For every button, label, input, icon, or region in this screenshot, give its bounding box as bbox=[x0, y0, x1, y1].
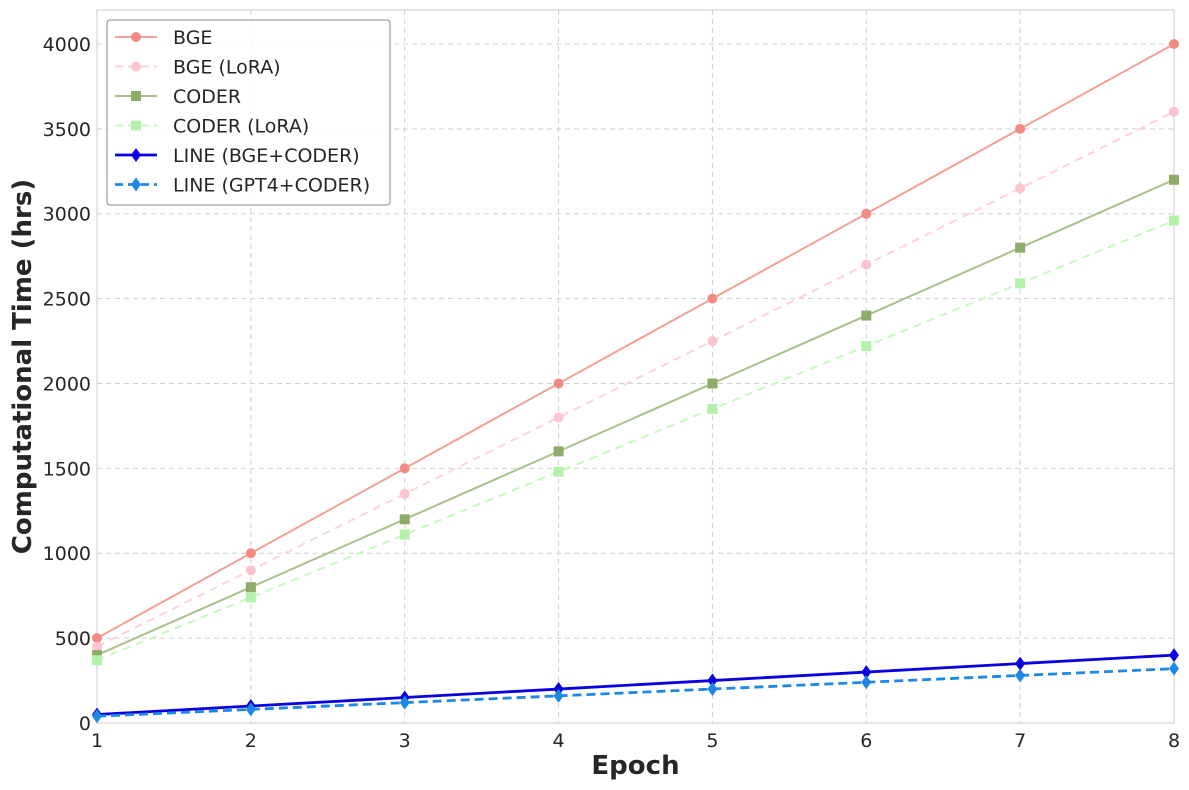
data-point bbox=[861, 341, 872, 352]
data-point bbox=[707, 293, 718, 304]
legend-entry: CODER bbox=[115, 86, 241, 108]
series-line bbox=[96, 653, 1175, 716]
legend-entry: BGE bbox=[115, 27, 212, 49]
tick-labels: 1 2 3 4 5 6 7 8 0 500 1000 1500 2000 2500 3000 3500 4000 bbox=[43, 34, 1180, 752]
series-line bbox=[96, 110, 1175, 648]
y-tick-label: 3500 bbox=[43, 119, 91, 141]
data-point bbox=[1169, 648, 1179, 663]
x-tick-label: 3 bbox=[399, 730, 411, 752]
x-tick-label: 7 bbox=[1014, 730, 1026, 752]
legend-entry: BGE (LoRA) bbox=[115, 57, 281, 79]
legend-swatch-marker bbox=[131, 148, 141, 162]
series-line bbox=[96, 178, 1175, 657]
data-point bbox=[861, 310, 872, 321]
data-point bbox=[553, 378, 564, 389]
data-point bbox=[245, 582, 256, 593]
data-point bbox=[861, 675, 872, 690]
legend-swatch-marker bbox=[131, 91, 141, 101]
data-point bbox=[553, 412, 564, 423]
series-line bbox=[96, 43, 1175, 639]
data-point bbox=[92, 633, 102, 644]
legend-swatch-marker bbox=[131, 120, 141, 131]
data-point bbox=[399, 514, 410, 525]
data-point bbox=[707, 403, 718, 414]
legend-entry: LINE (BGE+CODER) bbox=[115, 145, 360, 167]
legend-entry: CODER (LoRA) bbox=[115, 116, 309, 138]
data-point bbox=[861, 259, 872, 270]
data-point bbox=[245, 548, 256, 559]
legend-label: BGE bbox=[173, 27, 212, 49]
data-point bbox=[92, 650, 102, 661]
data-point bbox=[1015, 278, 1026, 289]
legend-label: LINE (BGE+CODER) bbox=[173, 145, 360, 167]
y-tick-label: 2500 bbox=[43, 289, 91, 311]
y-tick-label: 1500 bbox=[43, 458, 91, 480]
series-2 bbox=[92, 174, 1179, 661]
series-line bbox=[96, 667, 1175, 718]
x-axis-label: Epoch bbox=[591, 751, 679, 781]
x-tick-label: 6 bbox=[860, 730, 872, 752]
data-point bbox=[1169, 215, 1179, 226]
legend-swatch-marker bbox=[131, 32, 141, 42]
data-point bbox=[245, 592, 256, 603]
legend-label: BGE (LoRA) bbox=[173, 57, 281, 79]
data-point bbox=[1169, 38, 1179, 49]
data-point bbox=[553, 466, 564, 477]
data-point bbox=[1169, 661, 1179, 676]
data-point bbox=[1169, 106, 1179, 117]
series-line bbox=[96, 219, 1175, 662]
x-tick-label: 5 bbox=[706, 730, 718, 752]
data-point bbox=[1015, 656, 1026, 671]
x-tick-label: 2 bbox=[245, 730, 257, 752]
data-point bbox=[1015, 668, 1026, 683]
legend: BGE BGE (LoRA) CODER CODER (LoRA) LINE (BGE+… bbox=[106, 19, 391, 206]
y-axis-label: Computational Time (hrs) bbox=[8, 179, 38, 554]
data-point bbox=[707, 673, 718, 688]
data-point bbox=[1169, 174, 1179, 185]
data-point bbox=[92, 655, 102, 666]
legend-swatch-marker bbox=[131, 177, 141, 192]
plot-area-frame bbox=[96, 9, 1175, 724]
data-point bbox=[399, 529, 410, 540]
data-point bbox=[92, 641, 102, 652]
data-point bbox=[707, 336, 718, 347]
series-5 bbox=[92, 661, 1179, 724]
x-tick-label: 4 bbox=[553, 730, 565, 752]
y-tick-label: 1000 bbox=[43, 543, 91, 565]
series-3 bbox=[92, 215, 1179, 666]
x-tick-label: 8 bbox=[1168, 730, 1180, 752]
data-point bbox=[92, 709, 102, 724]
data-point bbox=[399, 695, 410, 710]
series-layer bbox=[92, 38, 1179, 724]
y-tick-label: 3000 bbox=[43, 204, 91, 226]
legend-entry: LINE (GPT4+CODER) bbox=[115, 175, 370, 197]
data-point bbox=[245, 702, 256, 717]
data-point bbox=[1015, 183, 1026, 194]
series-1 bbox=[92, 106, 1179, 652]
data-point bbox=[861, 208, 872, 219]
legend-label: LINE (GPT4+CODER) bbox=[173, 175, 370, 197]
legend-label: CODER bbox=[173, 86, 241, 108]
y-tick-label: 500 bbox=[55, 628, 91, 650]
y-tick-label: 2000 bbox=[43, 373, 91, 395]
data-point bbox=[861, 665, 872, 680]
data-point bbox=[399, 463, 410, 474]
data-point bbox=[707, 682, 718, 697]
y-tick-label: 0 bbox=[79, 713, 91, 735]
legend-swatch-marker bbox=[131, 61, 141, 72]
data-point bbox=[1015, 123, 1026, 134]
data-point bbox=[1015, 242, 1026, 253]
data-point bbox=[707, 378, 718, 389]
y-tick-label: 4000 bbox=[43, 34, 91, 56]
legend-label: CODER (LoRA) bbox=[173, 116, 309, 138]
x-tick-label: 1 bbox=[91, 730, 103, 752]
data-point bbox=[245, 565, 256, 576]
data-point bbox=[553, 446, 564, 457]
data-point bbox=[399, 488, 410, 499]
legend-box bbox=[106, 19, 391, 206]
data-point bbox=[553, 688, 564, 703]
series-0 bbox=[92, 38, 1179, 644]
